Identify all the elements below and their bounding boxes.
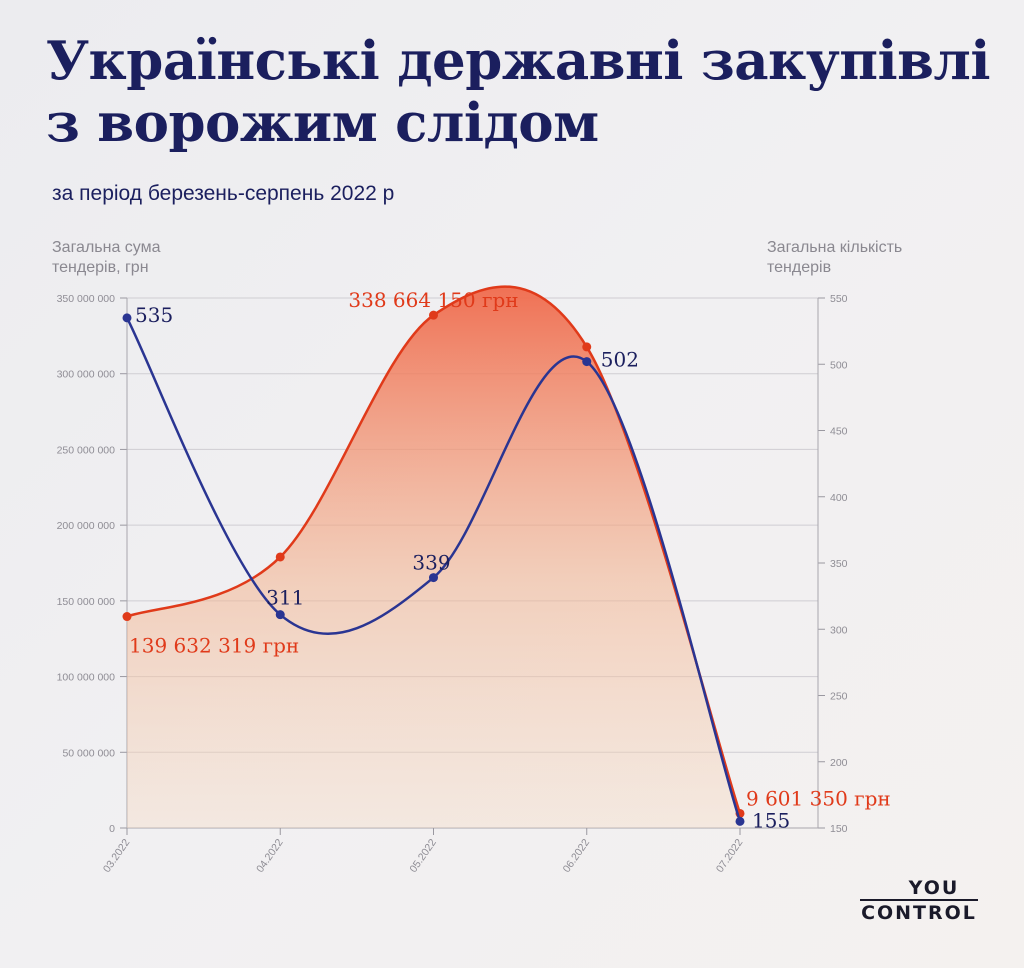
sum-label: 9 601 350 грн (746, 786, 891, 810)
sum-label: 139 632 319 грн (129, 634, 299, 658)
count-label: 311 (266, 586, 304, 610)
right-tick-label: 500 (830, 359, 848, 371)
right-tick-label: 200 (830, 757, 848, 769)
x-tick-label: 04.2022 (254, 837, 286, 875)
left-tick-label: 0 (109, 823, 115, 835)
right-tick-label: 550 (830, 293, 848, 305)
left-axis-title: Загальна сума тендерів, грн (52, 239, 161, 276)
sum-point (429, 310, 438, 320)
chart-title: Українські державні закупівлі з ворожим … (46, 30, 991, 154)
count-label: 155 (752, 808, 790, 832)
right-tick-label: 150 (830, 823, 848, 835)
left-tick-label: 350 000 000 (57, 293, 116, 305)
x-tick-label: 05.2022 (407, 837, 439, 875)
chart-subtitle: за період березень-серпень 2022 р (52, 182, 395, 205)
youcontrol-logo: YOU CONTROL (860, 877, 978, 924)
left-tick-label: 300 000 000 (57, 369, 116, 381)
left-tick-label: 200 000 000 (57, 520, 116, 532)
count-label: 339 (412, 551, 450, 575)
right-tick-label: 300 (830, 624, 848, 636)
left-tick-label: 50 000 000 (62, 747, 115, 759)
right-axis-title: Загальна кількість тендерів (767, 239, 903, 276)
sum-area (127, 286, 740, 828)
left-tick-label: 150 000 000 (57, 596, 116, 608)
right-tick-label: 400 (830, 492, 848, 504)
x-tick-label: 06.2022 (561, 837, 593, 875)
right-tick-label: 450 (830, 426, 848, 438)
right-tick-label: 250 (830, 691, 848, 703)
left-tick-label: 100 000 000 (57, 672, 116, 684)
x-tick-label: 07.2022 (714, 837, 746, 875)
right-tick-label: 350 (830, 558, 848, 570)
left-tick-label: 250 000 000 (57, 444, 116, 456)
count-point (582, 357, 592, 367)
count-line (125, 317, 742, 822)
count-point (275, 610, 285, 620)
count-label: 502 (601, 348, 639, 372)
x-tick-label: 03.2022 (101, 837, 133, 875)
count-point (735, 816, 745, 826)
count-point (122, 313, 132, 323)
sum-point (582, 342, 592, 352)
sum-point (275, 552, 285, 562)
sum-point (122, 612, 132, 622)
count-point (429, 573, 438, 583)
count-label: 535 (135, 303, 173, 327)
sum-label: 338 664 150 грн (348, 288, 518, 312)
